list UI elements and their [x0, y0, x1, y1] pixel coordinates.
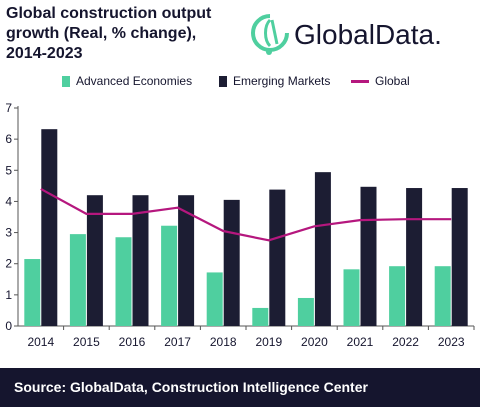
y-tick-label: 0 [5, 319, 12, 333]
globe-mark-icon [251, 14, 289, 55]
y-tick-label: 4 [5, 194, 12, 208]
x-tick-label: 2019 [255, 335, 282, 349]
bar-advanced-2015 [69, 234, 86, 326]
y-tick-label: 6 [5, 132, 12, 146]
title-line-1: Global construction output [6, 5, 212, 22]
legend-advanced-swatch [62, 75, 70, 87]
globaldata-logo: GlobalData. [251, 14, 442, 55]
bar-emerging-2014 [41, 129, 58, 326]
legend-emerging-swatch [219, 75, 227, 87]
bar-advanced-2017 [161, 225, 178, 326]
bar-emerging-2023 [451, 188, 468, 326]
x-tick-label: 2015 [73, 335, 100, 349]
brand-name: GlobalData. [294, 19, 442, 50]
bar-advanced-2019 [252, 307, 269, 326]
x-tick-label: 2023 [438, 335, 465, 349]
chart-title: Global construction output growth (Real,… [6, 4, 236, 64]
bar-emerging-2020 [314, 172, 331, 326]
x-tick-label: 2017 [164, 335, 191, 349]
bar-advanced-2023 [434, 266, 451, 326]
x-tick-label: 2020 [301, 335, 328, 349]
bar-emerging-2018 [223, 199, 240, 326]
x-tick-label: 2021 [347, 335, 374, 349]
y-tick-label: 7 [5, 101, 12, 115]
y-tick-label: 2 [5, 257, 12, 271]
bar-advanced-2018 [206, 272, 223, 326]
bar-emerging-2019 [269, 189, 286, 326]
source-footer: Source: GlobalData, Construction Intelli… [0, 368, 480, 407]
bar-emerging-2021 [360, 186, 377, 326]
legend-emerging: Emerging Markets [219, 74, 330, 88]
legend-global: Global [351, 74, 410, 88]
bar-emerging-2016 [132, 195, 149, 326]
title-line-3: 2014-2023 [6, 45, 83, 62]
x-tick-label: 2016 [119, 335, 146, 349]
bar-advanced-2022 [389, 266, 406, 326]
legend-advanced-label: Advanced Economies [76, 74, 193, 88]
bar-emerging-2015 [86, 195, 103, 326]
source-text: Source: GlobalData, Construction Intelli… [14, 379, 368, 395]
title-line-2: growth (Real, % change), [6, 25, 197, 42]
y-tick-label: 1 [5, 288, 12, 302]
x-tick-label: 2022 [392, 335, 419, 349]
bar-advanced-2016 [115, 237, 132, 326]
bar-emerging-2022 [406, 188, 423, 326]
legend-advanced: Advanced Economies [62, 74, 192, 88]
x-tick-label: 2014 [27, 335, 54, 349]
x-tick-label: 2018 [210, 335, 237, 349]
bar-line-chart: 0 1 2 3 4 5 6 7 2014 2015 2016 2017 2018 2019 2020 2021… [5, 101, 475, 349]
y-tick-label: 3 [5, 226, 12, 240]
legend-global-label: Global [375, 74, 410, 88]
legend-emerging-label: Emerging Markets [233, 74, 331, 88]
legend-global-line [351, 79, 369, 83]
bar-advanced-2020 [297, 297, 314, 326]
legend: Advanced Economies Emerging Markets Glob… [0, 74, 480, 90]
bar-advanced-2014 [24, 259, 41, 326]
bar-emerging-2017 [178, 195, 195, 326]
bar-advanced-2021 [343, 269, 360, 326]
y-tick-label: 5 [5, 163, 12, 177]
global-series-line [40, 188, 452, 242]
